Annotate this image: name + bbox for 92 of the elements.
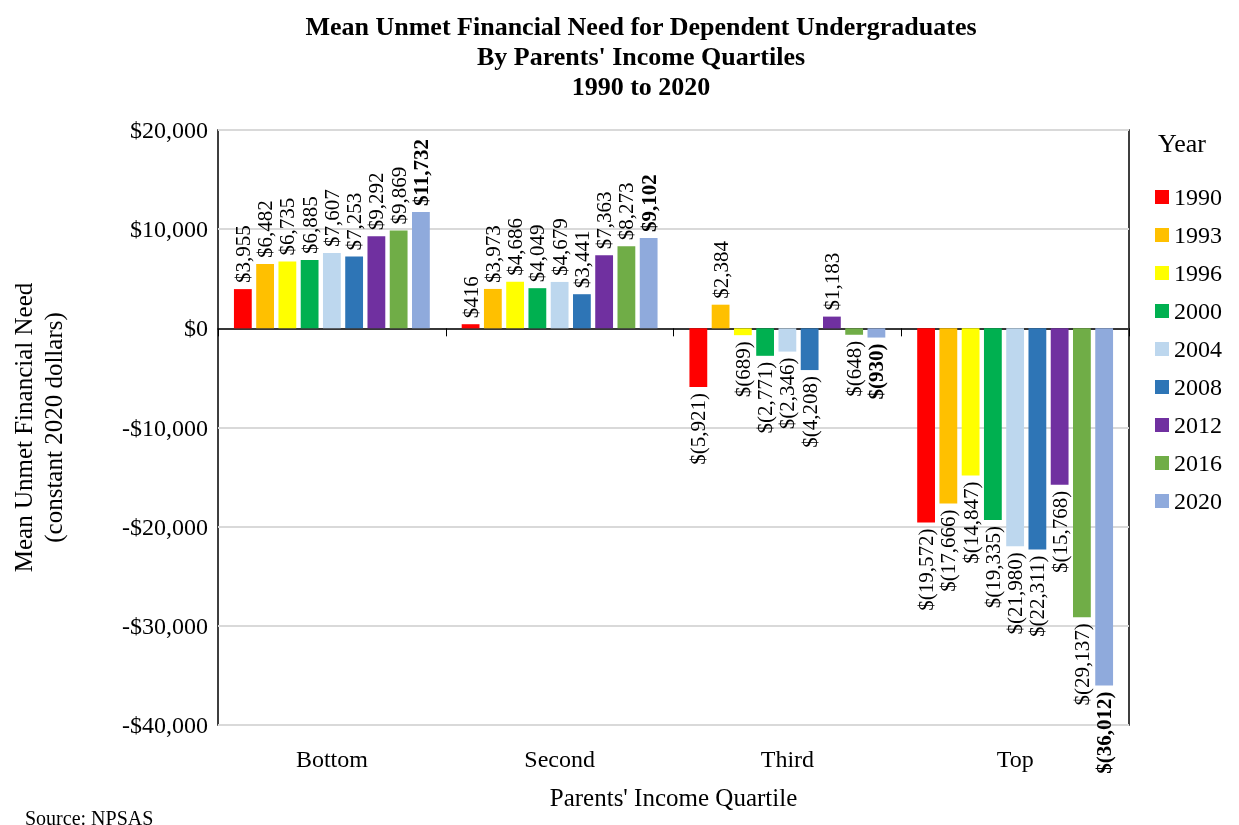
data-label: $6,735 [275, 197, 300, 256]
bar [1050, 328, 1069, 485]
data-label: $4,679 [547, 218, 572, 276]
data-label: $(2,346) [775, 357, 800, 430]
data-label: $(36,012) [1092, 691, 1117, 774]
bar [572, 294, 591, 329]
bar [845, 328, 864, 335]
bar [412, 211, 430, 329]
bar [550, 281, 569, 329]
y-tick-label: -$30,000 [122, 612, 208, 639]
bar [322, 252, 341, 329]
bar [367, 236, 386, 329]
data-label: $2,384 [708, 240, 733, 299]
legend-title: Year [1158, 128, 1207, 158]
y-tick-label: $0 [184, 315, 208, 342]
bar [983, 328, 1002, 521]
bar [461, 324, 480, 329]
legend-label: 2000 [1174, 298, 1222, 324]
y-axis-title: Mean Unmet Financial Need (constant 2020 dollars) [9, 282, 68, 573]
bar [483, 288, 502, 329]
data-label: $(5,921) [686, 393, 711, 465]
bar [1028, 328, 1047, 550]
legend-label: 2004 [1174, 336, 1222, 362]
legend-label: 1996 [1174, 260, 1222, 286]
data-label: $9,102 [636, 174, 661, 233]
data-label: $6,885 [297, 196, 322, 255]
bar [1006, 328, 1025, 547]
data-label: $(648) [842, 340, 867, 397]
bar [800, 328, 819, 371]
y-tick-label: $20,000 [130, 117, 208, 143]
bar [733, 328, 752, 336]
legend-label: 2016 [1174, 450, 1222, 476]
bar [822, 316, 841, 329]
x-tick-label: Bottom [295, 746, 369, 772]
bar [233, 289, 252, 329]
data-label: $(29,137) [1069, 623, 1094, 706]
bar [256, 264, 275, 329]
data-label: $3,441 [569, 230, 594, 289]
legend-label: 2008 [1174, 374, 1222, 400]
data-label: $(19,572) [914, 528, 939, 611]
data-label: $3,955 [230, 225, 255, 284]
data-label: $(21,980) [1003, 552, 1028, 635]
bar [639, 238, 658, 329]
bar [711, 304, 730, 329]
data-label: $416 [458, 276, 483, 319]
data-label: $7,253 [342, 192, 367, 251]
data-label: $(689) [730, 341, 755, 398]
y-tick-label: $10,000 [130, 216, 208, 243]
bar [278, 261, 297, 329]
y-tick-label: -$40,000 [122, 712, 208, 738]
x-axis-title: Parents' Income Quartile [549, 784, 798, 811]
bar [1072, 328, 1091, 618]
bar [595, 255, 614, 329]
bar [689, 328, 708, 388]
y-tick-label: -$20,000 [122, 513, 208, 540]
bar [939, 328, 958, 504]
x-tick-label: Top [996, 746, 1034, 772]
data-label: $(4,208) [797, 376, 822, 448]
data-label: $7,607 [319, 189, 344, 247]
data-label: $9,292 [364, 172, 389, 231]
legend-label: 1993 [1174, 222, 1222, 248]
bar [345, 256, 364, 329]
data-label: $3,973 [480, 225, 505, 283]
legend-label: 1990 [1174, 184, 1222, 210]
x-tick-label: Second [524, 746, 595, 772]
bar [528, 288, 547, 329]
data-label: $(930) [864, 343, 889, 400]
bar [389, 230, 408, 329]
bar [300, 260, 319, 329]
data-label: $7,363 [592, 191, 617, 250]
bar [617, 246, 636, 329]
y-tick-label: -$10,000 [122, 414, 208, 441]
data-label: $8,273 [614, 182, 639, 241]
data-label: $(22,311) [1025, 555, 1050, 638]
bar [961, 328, 980, 476]
bar [917, 328, 935, 523]
data-label: $4,049 [525, 224, 550, 283]
bar [867, 328, 886, 338]
x-tick-label: Third [760, 746, 815, 772]
bar [756, 328, 775, 356]
legend-label: 2020 [1174, 488, 1222, 514]
legend-label: 2012 [1174, 412, 1222, 438]
chart-title: Mean Unmet Financial Need for Dependent Undergraduates By Parents' Income Quartiles 1990 to 2020 [305, 11, 977, 101]
data-label: $9,869 [386, 166, 411, 225]
data-label: $(2,771) [753, 361, 778, 434]
data-label: $4,686 [503, 218, 528, 276]
source-note: Source: NPSAS [25, 807, 154, 825]
data-label: $1,183 [819, 252, 844, 311]
data-label: $6,482 [253, 200, 278, 259]
bar [1095, 328, 1114, 686]
bar [778, 328, 797, 352]
bar [506, 281, 525, 329]
